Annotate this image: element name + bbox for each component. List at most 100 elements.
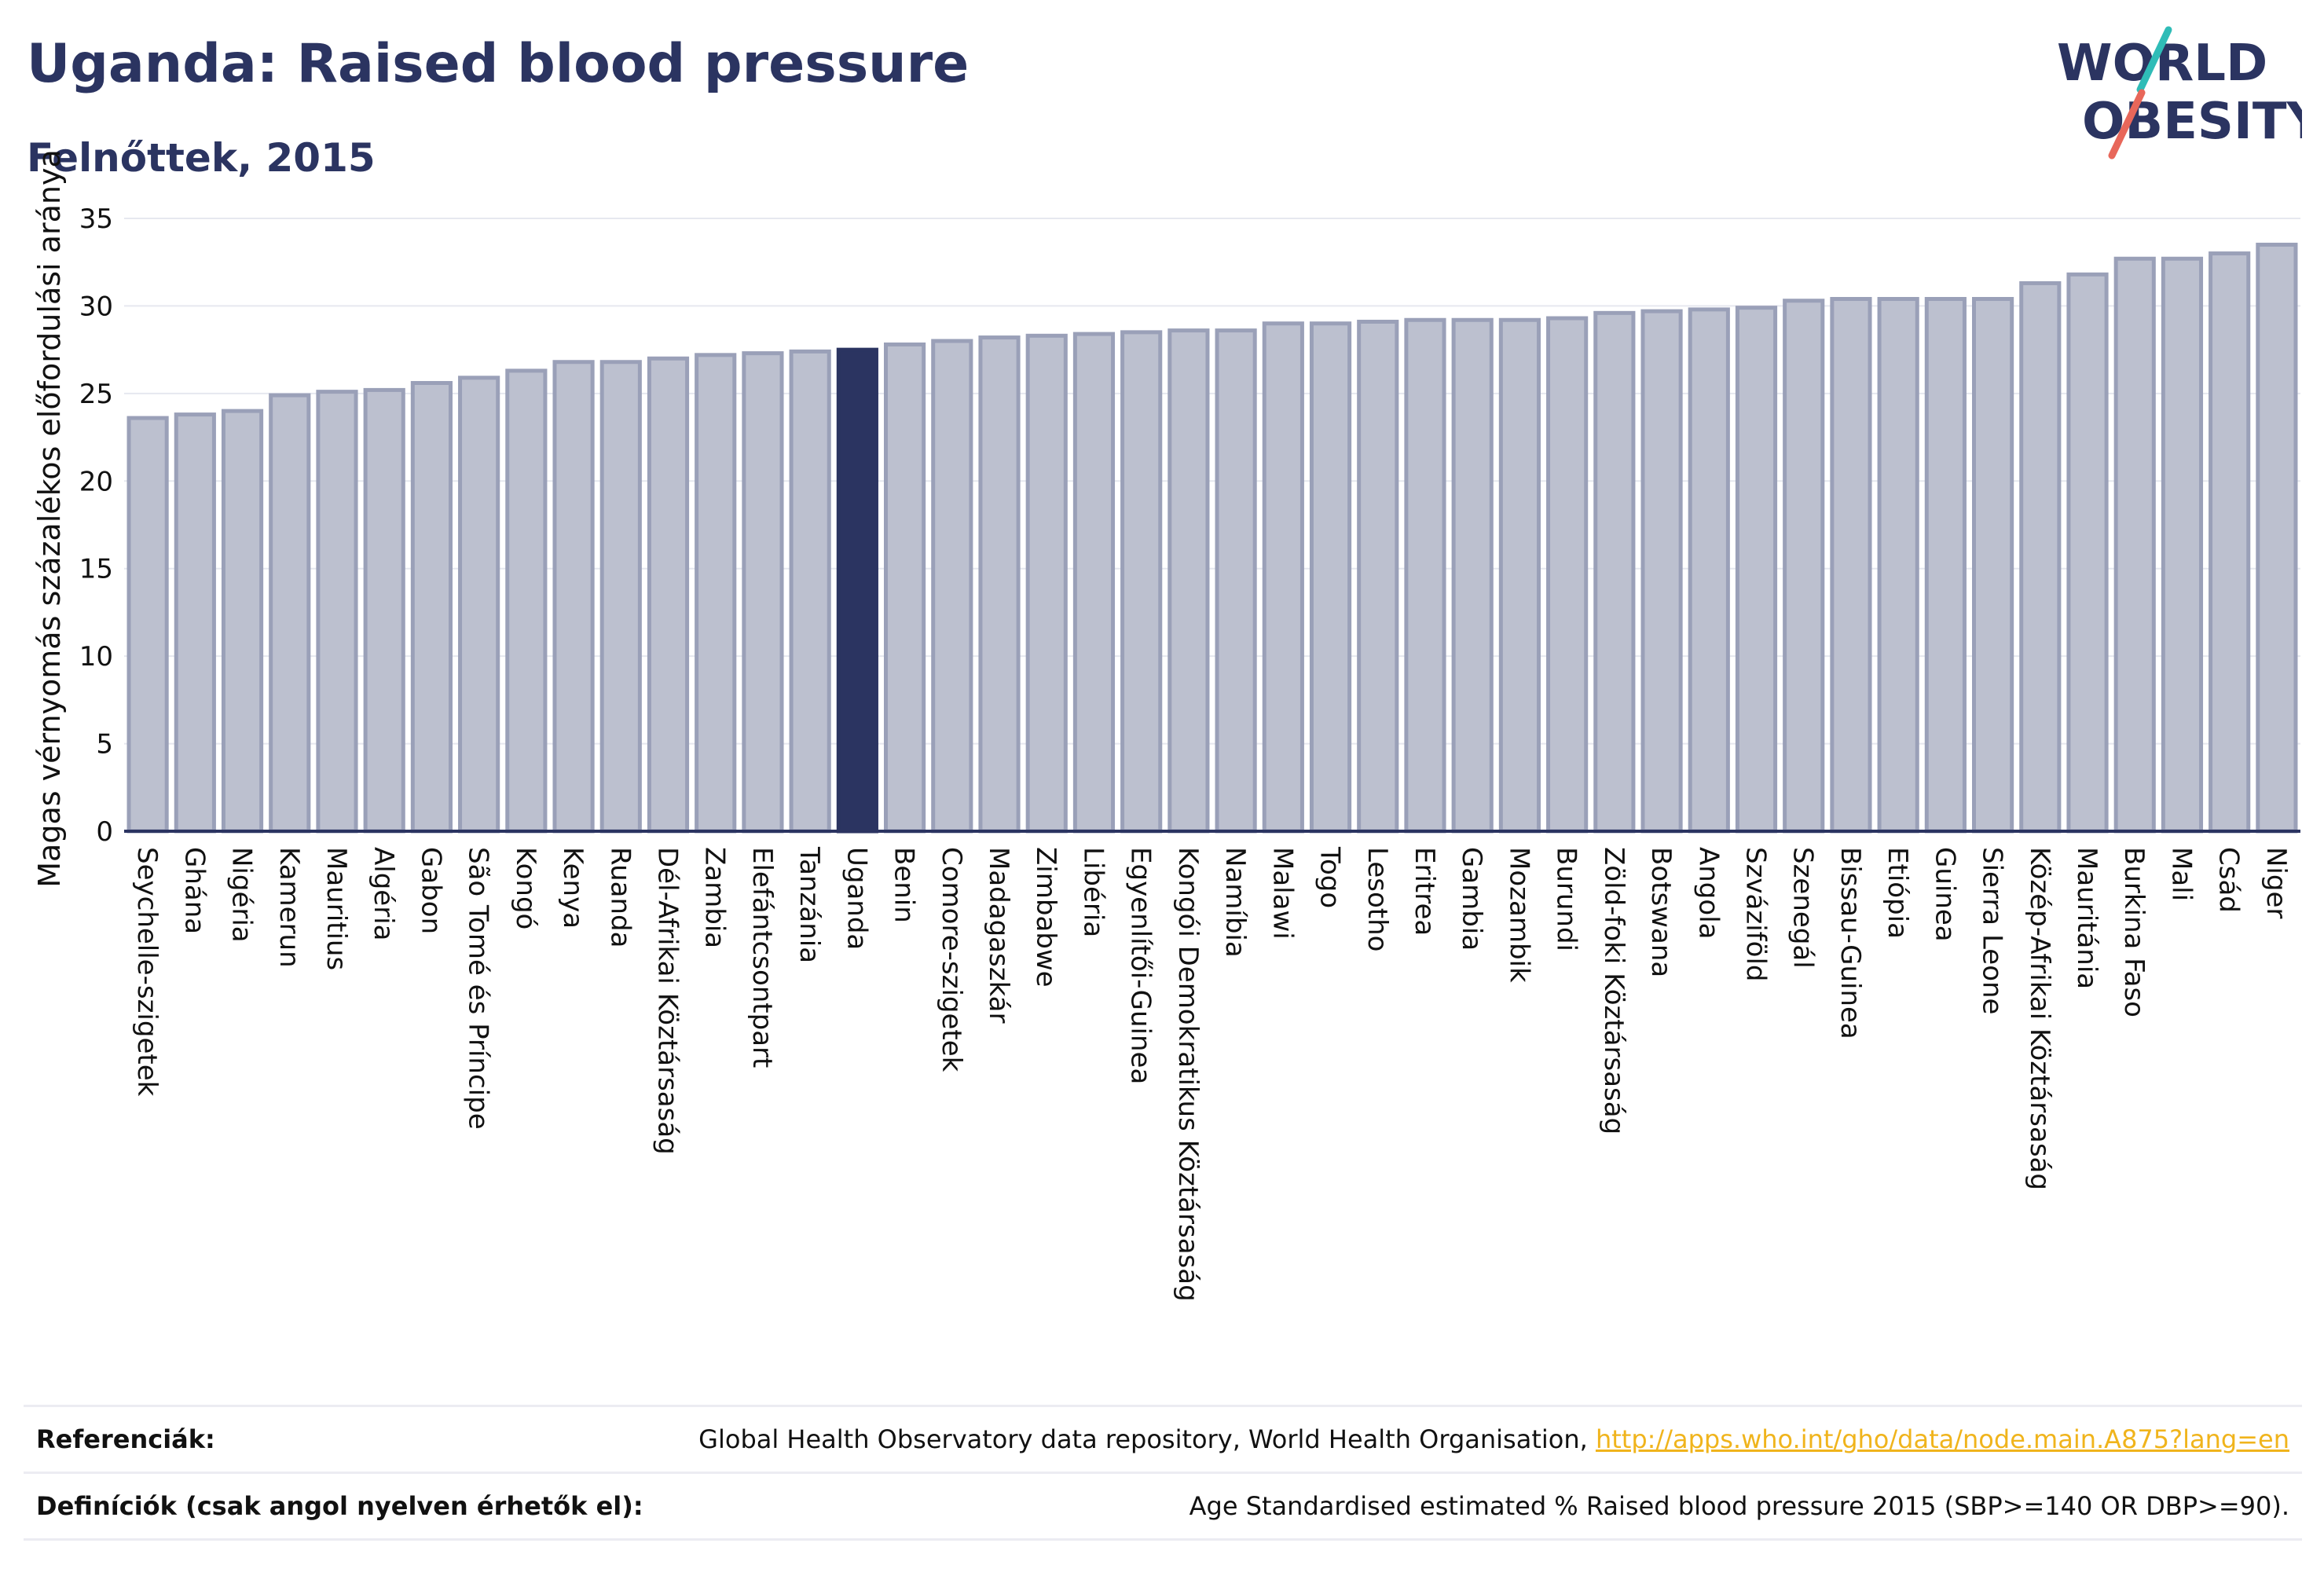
- x-tick-label: Zimbabwe: [1030, 847, 1061, 988]
- bar: [316, 390, 358, 834]
- bar: [647, 356, 690, 834]
- x-tick-label: Gabon: [415, 847, 446, 934]
- y-axis-title: Magas vérnyomás százalékos előfordulási …: [32, 149, 67, 887]
- x-tick-label: Ruanda: [604, 847, 636, 947]
- x-tick-label: Etiópia: [1882, 847, 1913, 939]
- x-tick-label: Csád: [2213, 847, 2245, 913]
- x-tick-label: Szváziföld: [1740, 847, 1772, 981]
- x-tick-label: Malawi: [1266, 847, 1298, 940]
- definitions-text: Age Standardised estimated % Raised bloo…: [1189, 1491, 2289, 1521]
- bar: [1830, 297, 1872, 834]
- bar: [1735, 306, 1778, 834]
- y-tick-label: 10: [79, 641, 113, 673]
- x-tick-label: Sierra Leone: [1977, 847, 2008, 1014]
- x-tick-label: Libéria: [1077, 847, 1109, 937]
- bar: [1215, 328, 1257, 834]
- bar: [978, 335, 1021, 834]
- y-tick-label: 0: [96, 816, 113, 848]
- bar: [1498, 317, 1541, 834]
- definitions-label: Definíciók (csak angol nyelven érhetők e…: [36, 1491, 643, 1521]
- x-tick-label: Kongói Demokratikus Köztársaság: [1172, 847, 1204, 1302]
- references-value: Global Health Observatory data repositor…: [698, 1424, 2289, 1454]
- x-tick-label: Burkina Faso: [2118, 847, 2150, 1017]
- x-tick-label: Tanzánia: [794, 846, 825, 963]
- x-tick-label: Dél-Afrikai Köztársaság: [652, 847, 684, 1155]
- bar: [742, 351, 784, 834]
- bar: [1025, 333, 1068, 834]
- x-tick-label: Uganda: [841, 847, 872, 950]
- x-tick-label: São Tomé és Príncipe: [463, 847, 494, 1130]
- x-tick-label: Benin: [889, 847, 920, 923]
- x-tick-label: Guinea: [1929, 847, 1960, 942]
- bar: [1120, 330, 1163, 834]
- x-tick-label: Botswana: [1645, 847, 1677, 977]
- bar: [1357, 319, 1399, 834]
- world-obesity-logo: WORLD OBESITY: [2057, 26, 2302, 159]
- bar: [695, 353, 737, 834]
- y-tick-label: 30: [79, 291, 113, 322]
- bar: [221, 409, 264, 834]
- x-tick-label: Bissau-Guinea: [1835, 847, 1866, 1039]
- x-tick-label: Madagaszkár: [983, 847, 1014, 1023]
- bar: [1972, 297, 2014, 834]
- bar: [1640, 309, 1683, 834]
- bar: [363, 387, 405, 834]
- references-link[interactable]: http://apps.who.int/gho/data/node.main.A…: [1595, 1424, 2289, 1454]
- bar: [269, 393, 311, 834]
- bar: [1783, 299, 1825, 834]
- x-tick-label: Comore-szigetek: [936, 847, 967, 1072]
- x-tick-label: Zöld-foki Köztársaság: [1598, 847, 1629, 1134]
- bar: [931, 339, 973, 834]
- x-tick-label: Elefántcsontpart: [746, 847, 778, 1068]
- x-tick-label: Mauritius: [321, 847, 352, 970]
- x-tick-label: Eritrea: [1409, 847, 1440, 936]
- bar: [1451, 317, 1494, 834]
- x-axis-labels: Seychelle-szigetek Ghána Nigéria Kamerun Mau…: [131, 846, 2292, 1302]
- bar: [1167, 328, 1210, 834]
- bar-chart: 0 5 10 15 20 25 30 35 Seychelle-szigetek Ghána Ni…: [32, 149, 2300, 1302]
- y-tick-label: 5: [96, 729, 113, 761]
- footer: Referenciák: Global Health Observatory d…: [24, 1405, 2302, 1541]
- x-tick-label: Angola: [1692, 847, 1724, 939]
- bar: [552, 360, 595, 834]
- bar: [1546, 316, 1589, 834]
- bar: [884, 342, 926, 834]
- bar: [1877, 297, 1919, 834]
- bar: [1072, 332, 1116, 834]
- x-tick-label: Burundi: [1551, 847, 1582, 951]
- x-tick-label: Namíbia: [1219, 847, 1251, 958]
- bar: [599, 360, 642, 834]
- x-tick-label: Mali: [2165, 847, 2197, 901]
- bar: [2161, 256, 2204, 834]
- bar: [2113, 256, 2156, 834]
- x-tick-label: Nigéria: [226, 847, 258, 943]
- y-axis-ticks: 0 5 10 15 20 25 30 35: [79, 203, 113, 848]
- chart-title: Uganda: Raised blood pressure: [27, 33, 970, 95]
- bar: [789, 349, 831, 834]
- bar: [505, 368, 548, 834]
- x-tick-label: Egyenlítői-Guinea: [1125, 847, 1157, 1084]
- x-tick-label: Seychelle-szigetek: [131, 847, 163, 1097]
- bar: [1593, 310, 1636, 834]
- references-text: Global Health Observatory data repositor…: [698, 1424, 1588, 1454]
- x-tick-label: Gambia: [1456, 847, 1487, 951]
- x-tick-label: Kenya: [557, 847, 588, 929]
- bar: [2209, 251, 2251, 834]
- x-tick-label: Kongó: [510, 847, 541, 929]
- references-row: Referenciák: Global Health Observatory d…: [24, 1405, 2302, 1472]
- bar: [1309, 321, 1352, 834]
- references-label: Referenciák:: [36, 1424, 215, 1454]
- bar: [410, 380, 453, 834]
- bar: [458, 376, 500, 834]
- y-tick-label: 15: [79, 554, 113, 585]
- x-tick-label: Kamerun: [273, 847, 305, 968]
- y-tick-label: 20: [79, 466, 113, 497]
- x-tick-label: Lesotho: [1362, 847, 1393, 951]
- x-tick-label: Ghána: [178, 847, 210, 934]
- bar: [1924, 297, 1967, 834]
- bar: [2256, 242, 2298, 834]
- x-tick-label: Közép-Afrikai Köztársaság: [2024, 847, 2055, 1190]
- bar-highlight: [836, 347, 878, 834]
- x-tick-label: Mauritánia: [2071, 847, 2102, 989]
- logo-slash-teal: [2136, 26, 2172, 93]
